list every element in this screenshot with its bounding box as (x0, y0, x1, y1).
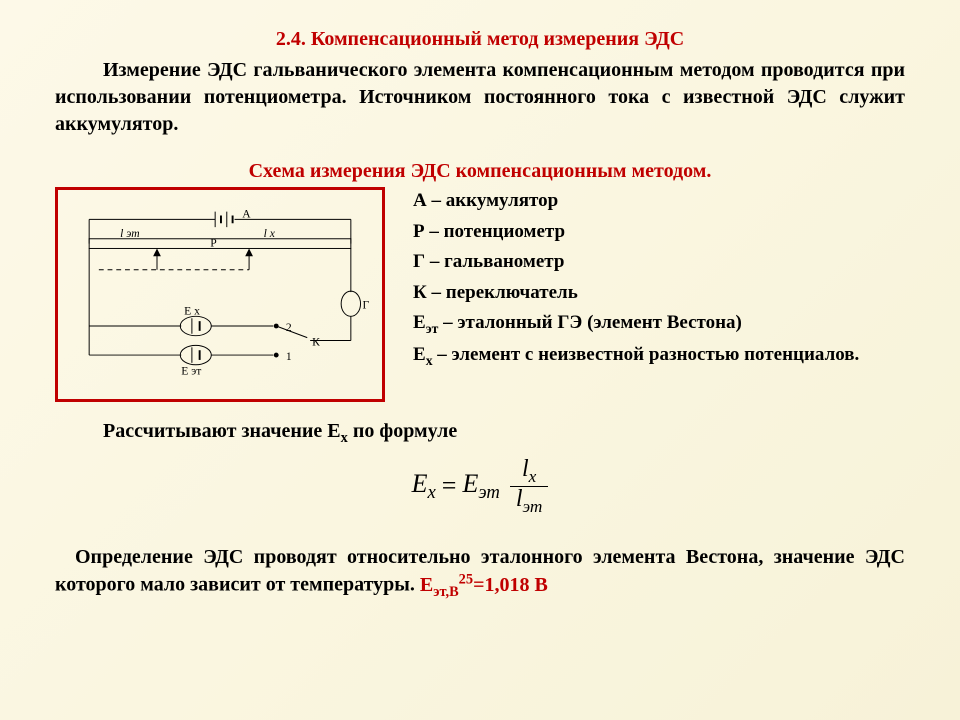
calc-line: Рассчитывают значение Ех по формуле (55, 420, 905, 447)
label-k: К (312, 335, 320, 348)
formula: Ex = Eэт lx lэт (55, 457, 905, 516)
conclusion: Определение ЭДС проводят относительно эт… (55, 544, 905, 601)
legend: А – аккумулятор Р – потенциометр Г – гал… (413, 187, 859, 402)
label-g: Г (362, 299, 369, 312)
section-title: 2.4. Компенсационный метод измерения ЭДС (55, 28, 905, 51)
diagram-and-legend: А Р l эт l х Е х (55, 187, 905, 402)
legend-ex: Ех – элемент с неизвестной разностью пот… (413, 341, 859, 371)
diagram-subtitle: Схема измерения ЭДС компенсационным мето… (55, 160, 905, 183)
label-one: 1 (286, 350, 292, 363)
circuit-diagram: А Р l эт l х Е х (55, 187, 385, 402)
label-l-x: l х (264, 227, 276, 240)
label-ex: Е х (184, 304, 200, 317)
label-p: Р (210, 237, 216, 250)
legend-p: Р – потенциометр (413, 218, 859, 247)
intro-paragraph: Измерение ЭДС гальванического элемента к… (55, 57, 905, 138)
label-l-et: l эт (120, 227, 140, 240)
label-a: А (242, 207, 251, 220)
legend-g: Г – гальванометр (413, 248, 859, 277)
label-eet: Е эт (181, 364, 201, 377)
legend-k: К – переключатель (413, 279, 859, 308)
legend-a: А – аккумулятор (413, 187, 859, 216)
legend-eet: Еэт – эталонный ГЭ (элемент Вестона) (413, 309, 859, 339)
